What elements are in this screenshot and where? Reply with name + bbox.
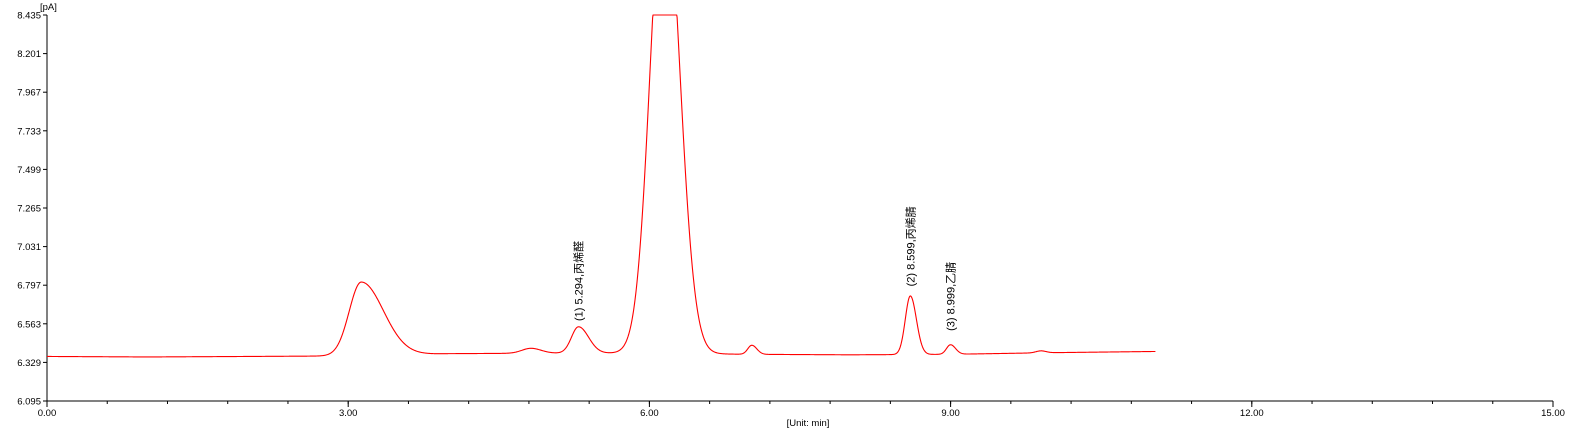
y-tick-label: 6.797 [17,281,41,292]
y-tick-label: 6.095 [17,397,41,408]
x-tick-label: 6.00 [640,408,659,419]
peak-annotation-label: (3) 8.999,乙腈 [945,262,958,331]
x-tick-label: 12.00 [1240,408,1264,419]
peak-annotation-label: (1) 5.294,丙烯醛 [572,241,586,321]
peak-annotations: (1) 5.294,丙烯醛 (2) 8.599,丙烯腈 (3) 8.999,乙腈 [572,206,958,331]
y-tick-label: 7.733 [17,126,41,137]
x-axis-label: [Unit: min] [787,418,830,429]
chromatogram-trace [46,14,1156,358]
y-tick-label: 7.265 [17,204,41,215]
peak-annotation-label: (2) 8.599,丙烯腈 [904,206,917,286]
y-tick-label: 6.329 [17,358,41,369]
y-tick-label: 7.499 [17,165,41,176]
x-tick-label: 3.00 [339,408,358,419]
x-tick-label: 15.00 [1541,408,1565,419]
y-tick-label: 7.967 [17,88,41,99]
y-axis-ticks: 6.095 6.329 6.563 6.797 7.031 7.265 7.499 7.733… [17,11,47,408]
x-tick-label: 0.00 [38,408,57,419]
y-tick-label: 8.201 [17,49,41,60]
y-tick-label: 7.031 [17,242,41,253]
x-axis-ticks: 0.00 3.00 6.00 9.00 12.00 15.00 [38,401,1565,419]
y-tick-label: 8.435 [17,11,41,22]
y-tick-label: 6.563 [17,319,41,330]
y-axis-label: [pA] [40,2,57,13]
x-tick-label: 9.00 [941,408,960,419]
